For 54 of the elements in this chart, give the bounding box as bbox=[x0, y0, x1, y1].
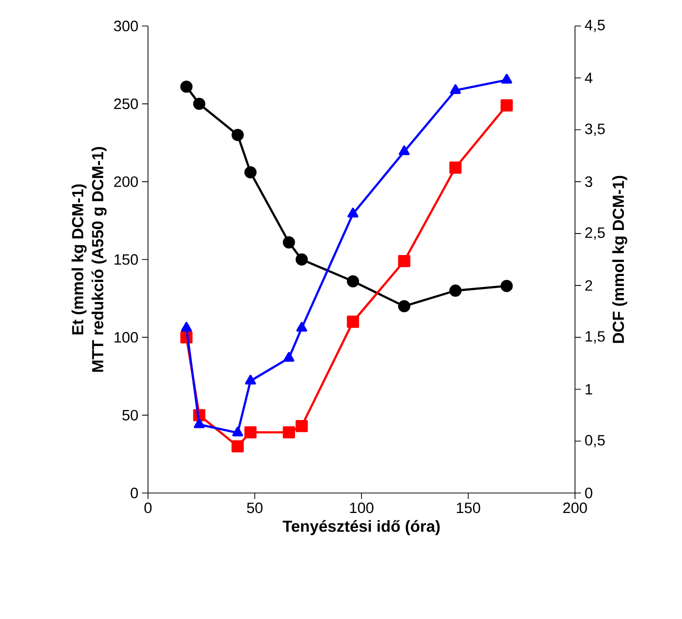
y2-tick-label: 0 bbox=[585, 488, 592, 498]
y-tick-label: 100 bbox=[114, 332, 138, 343]
point bbox=[244, 426, 257, 438]
y-tick-label: 250 bbox=[114, 98, 138, 110]
y2-axis-title: DCF (mmol kg DCM-1) bbox=[612, 176, 628, 343]
point bbox=[193, 98, 206, 110]
y-tick-label: 300 bbox=[114, 20, 138, 32]
point bbox=[232, 128, 244, 142]
point bbox=[500, 280, 513, 292]
point bbox=[296, 253, 308, 266]
y2-tick-label: 2,5 bbox=[585, 227, 605, 240]
point bbox=[449, 162, 462, 174]
y2-tick-label: 1,5 bbox=[586, 331, 605, 344]
point bbox=[398, 300, 410, 312]
point bbox=[348, 208, 358, 218]
text: Et (mmol kg DCM-1) bbox=[72, 184, 87, 334]
y-tick-label: 0 bbox=[130, 488, 138, 498]
x-tick-label: 150 bbox=[456, 502, 480, 514]
point bbox=[232, 426, 244, 436]
y-tick-label: 150 bbox=[114, 254, 138, 265]
point bbox=[346, 316, 360, 328]
y2-tick-label: 3,5 bbox=[585, 124, 605, 136]
y-tick-label: 200 bbox=[114, 176, 138, 187]
y2-tick-label: 0,5 bbox=[585, 434, 605, 448]
point bbox=[500, 99, 513, 112]
point bbox=[296, 322, 308, 332]
point bbox=[346, 275, 360, 288]
point bbox=[450, 84, 461, 94]
y2-tick-label: 4,5 bbox=[584, 20, 605, 32]
point bbox=[398, 254, 410, 268]
x-tick-label: 100 bbox=[350, 502, 374, 514]
point bbox=[283, 352, 294, 362]
y2-tick-label: 3 bbox=[585, 176, 592, 187]
x-tick-label: 200 bbox=[563, 502, 587, 514]
point bbox=[398, 145, 410, 156]
x-tick-label: 0 bbox=[144, 502, 152, 514]
point bbox=[501, 74, 512, 84]
point bbox=[181, 322, 192, 332]
y2-tick-label: 2 bbox=[585, 280, 592, 291]
point bbox=[282, 426, 296, 438]
x-axis-title: Tenyésztési idő (óra) bbox=[282, 520, 440, 536]
point bbox=[296, 420, 308, 432]
point bbox=[232, 440, 244, 452]
text: MTT redukció (A550 g DCM-1) bbox=[91, 146, 107, 372]
point bbox=[244, 166, 257, 178]
point bbox=[282, 236, 296, 248]
point bbox=[245, 374, 256, 385]
y2-tick-label: 4 bbox=[584, 72, 592, 84]
y2-tick-label: 1 bbox=[586, 384, 592, 394]
point bbox=[194, 418, 205, 428]
y-tick-label: 50 bbox=[122, 410, 138, 420]
point bbox=[449, 284, 462, 297]
point bbox=[180, 80, 193, 93]
x-tick-label: 50 bbox=[247, 502, 262, 514]
